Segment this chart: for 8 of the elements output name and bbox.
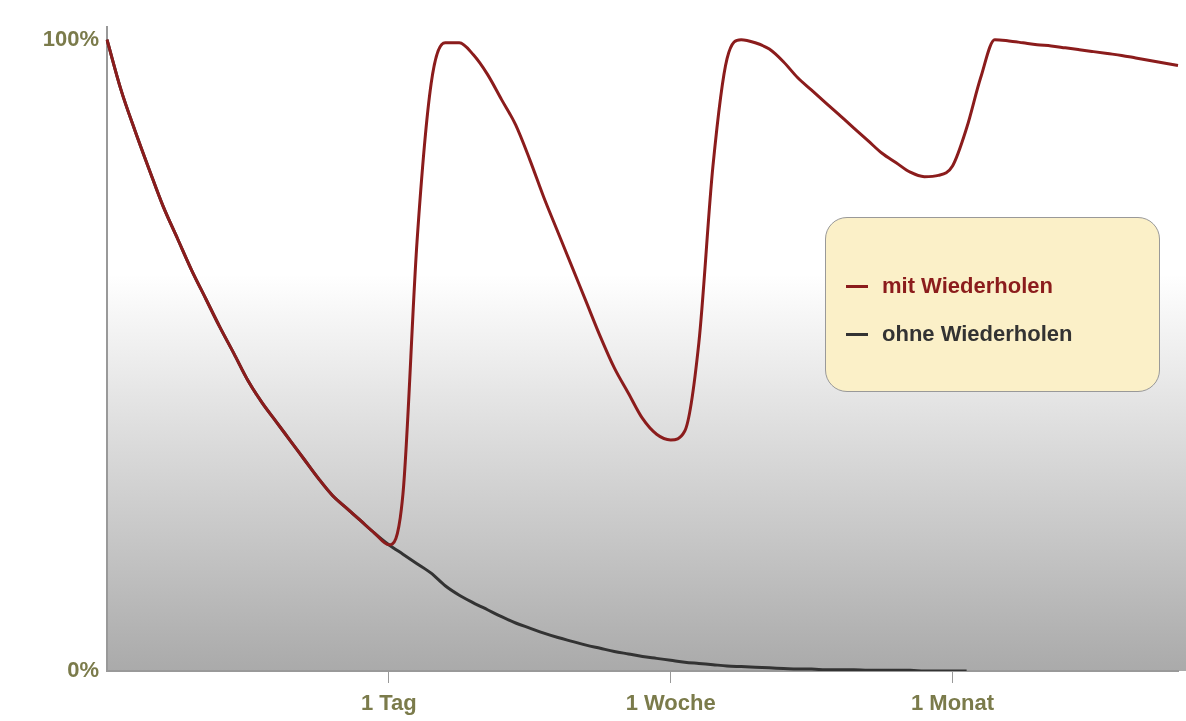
line-series (105, 38, 1180, 547)
x-tick-label: 1 Monat (910, 690, 995, 716)
x-tick-label: 1 Tag (360, 690, 417, 716)
y-tick-label: 100% (42, 25, 99, 51)
y-tick-label: 0% (67, 657, 99, 683)
legend-label: ohne Wiederholen (882, 321, 1073, 347)
x-tick-label: 1 Woche (625, 690, 716, 716)
legend-label: mit Wiederholen (882, 273, 1053, 299)
